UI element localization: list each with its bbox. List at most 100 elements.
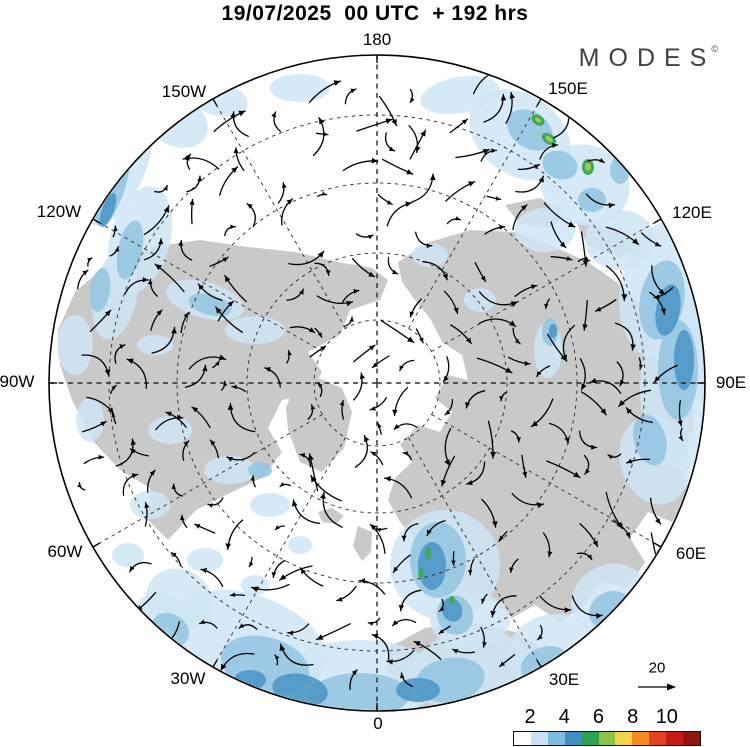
wind-arrow-head xyxy=(144,502,150,509)
meridian-line xyxy=(92,218,323,352)
meridian-label-90w: 90W xyxy=(0,372,35,391)
wind-arrow-head xyxy=(349,317,354,322)
wind-arrow-head xyxy=(227,403,234,410)
wind-arrow-head xyxy=(131,473,138,479)
wind-arrow-head xyxy=(105,310,111,317)
wind-arrow-head xyxy=(319,492,326,499)
wind-arrow-head xyxy=(232,384,237,390)
wind-arrow-head xyxy=(107,407,114,414)
shading-blob xyxy=(76,398,104,442)
wind-arrow-head xyxy=(130,448,136,454)
wind-arrow-head xyxy=(247,203,253,209)
wind-arrow-head xyxy=(592,540,598,547)
land-greenland xyxy=(286,378,352,472)
wind-arrow-head xyxy=(429,174,436,181)
wind-arrow-head xyxy=(655,518,661,524)
wind-arrow-head xyxy=(114,246,120,252)
wind-arrow-head xyxy=(384,476,391,482)
wind-arrow-head xyxy=(618,400,625,407)
wind-arrow-head xyxy=(499,661,505,667)
wind-arrow-head xyxy=(113,226,118,231)
wind-arrow-head xyxy=(359,373,365,380)
shading-blob xyxy=(187,548,223,572)
wind-arrow-head xyxy=(392,409,398,416)
shading-yellow-green xyxy=(534,117,591,171)
wind-arrow-head xyxy=(500,94,507,101)
wind-arrow-head xyxy=(403,451,408,456)
wind-arrow-head xyxy=(163,185,168,191)
wind-arrow-head xyxy=(111,385,117,390)
wind-arrow-head xyxy=(393,566,399,573)
shading-blob xyxy=(464,288,496,312)
shading-layer xyxy=(57,74,704,710)
figure-title: 19/07/2025 00 UTC + 192 hrs xyxy=(221,2,529,25)
wind-arrow-head xyxy=(183,440,189,447)
wind-arrow-head xyxy=(291,500,298,507)
wind-arrow-head xyxy=(239,623,245,629)
wind-arrow-head xyxy=(280,482,285,487)
wind-arrow-head xyxy=(171,327,177,334)
wind-arrow-head xyxy=(453,307,459,314)
wind-arrow-head xyxy=(600,408,607,415)
wind-arrow-head xyxy=(233,147,239,154)
wind-arrow-head xyxy=(300,568,306,575)
wind-arrow-head xyxy=(619,379,625,386)
modes-logo-text: MODES xyxy=(578,44,716,72)
wind-arrow-head xyxy=(491,148,497,153)
wind-arrow-head xyxy=(595,306,602,312)
wind-arrow-head xyxy=(163,206,170,213)
latitude-circle xyxy=(246,252,508,514)
wind-arrow-head xyxy=(336,596,343,602)
wind-arrow-head xyxy=(370,524,377,531)
wind-arrow-head xyxy=(587,554,592,560)
shading-blob xyxy=(418,568,424,578)
wind-arrow-head xyxy=(566,109,572,116)
wind-arrow-head xyxy=(388,146,395,151)
land-iceland xyxy=(318,508,344,524)
edge-tick xyxy=(653,542,662,548)
wind-arrow-head xyxy=(339,400,345,406)
wind-arrow-head xyxy=(149,470,155,476)
wind-arrow-head xyxy=(552,143,558,148)
wind-arrow-head xyxy=(564,437,570,444)
wind-arrow-head xyxy=(155,264,162,271)
wind-arrow-head xyxy=(308,327,315,333)
wind-arrow-head xyxy=(490,610,496,617)
wind-arrow-head xyxy=(406,169,413,175)
modes-logo: MODES© xyxy=(579,44,718,73)
wind-arrow-head xyxy=(516,437,521,442)
wind-arrow-head xyxy=(465,402,471,408)
shading-blob xyxy=(412,243,448,267)
wind-arrow-head xyxy=(171,552,177,558)
wind-arrow-head xyxy=(451,560,456,566)
wind-arrow-head xyxy=(654,376,661,382)
wind-arrow-head xyxy=(317,251,324,258)
wind-arrow-head xyxy=(183,312,189,319)
wind-arrow-head xyxy=(226,457,233,462)
wind-arrow-head xyxy=(178,240,183,247)
wind-arrow-head xyxy=(538,176,544,183)
shading-blob xyxy=(396,678,440,702)
wind-arrow-head xyxy=(156,310,162,316)
shading-blob xyxy=(310,673,410,710)
wind-arrow-head xyxy=(559,241,566,248)
wind-arrow-head xyxy=(452,649,459,654)
edge-tick xyxy=(212,98,218,107)
wind-arrow-head xyxy=(630,344,637,351)
meridian-label-90e: 90E xyxy=(715,373,747,392)
wind-arrow-head xyxy=(129,566,135,572)
wind-arrow-head xyxy=(192,407,199,413)
wind-arrow-head xyxy=(510,301,518,307)
wind-arrow-head xyxy=(660,308,666,315)
wind-arrow-head xyxy=(678,435,683,441)
wind-arrow-head xyxy=(368,345,375,351)
wind-arrow-head xyxy=(351,669,358,676)
wind-arrow-head xyxy=(536,371,542,377)
wind-arrow-head xyxy=(147,279,153,285)
land-british-isles xyxy=(353,526,372,561)
wind-arrow-head xyxy=(104,369,111,376)
wind-arrow-head xyxy=(180,515,185,521)
shading-blob xyxy=(418,542,446,590)
wind-arrow-head xyxy=(250,475,255,481)
wind-arrow-head xyxy=(199,619,206,624)
